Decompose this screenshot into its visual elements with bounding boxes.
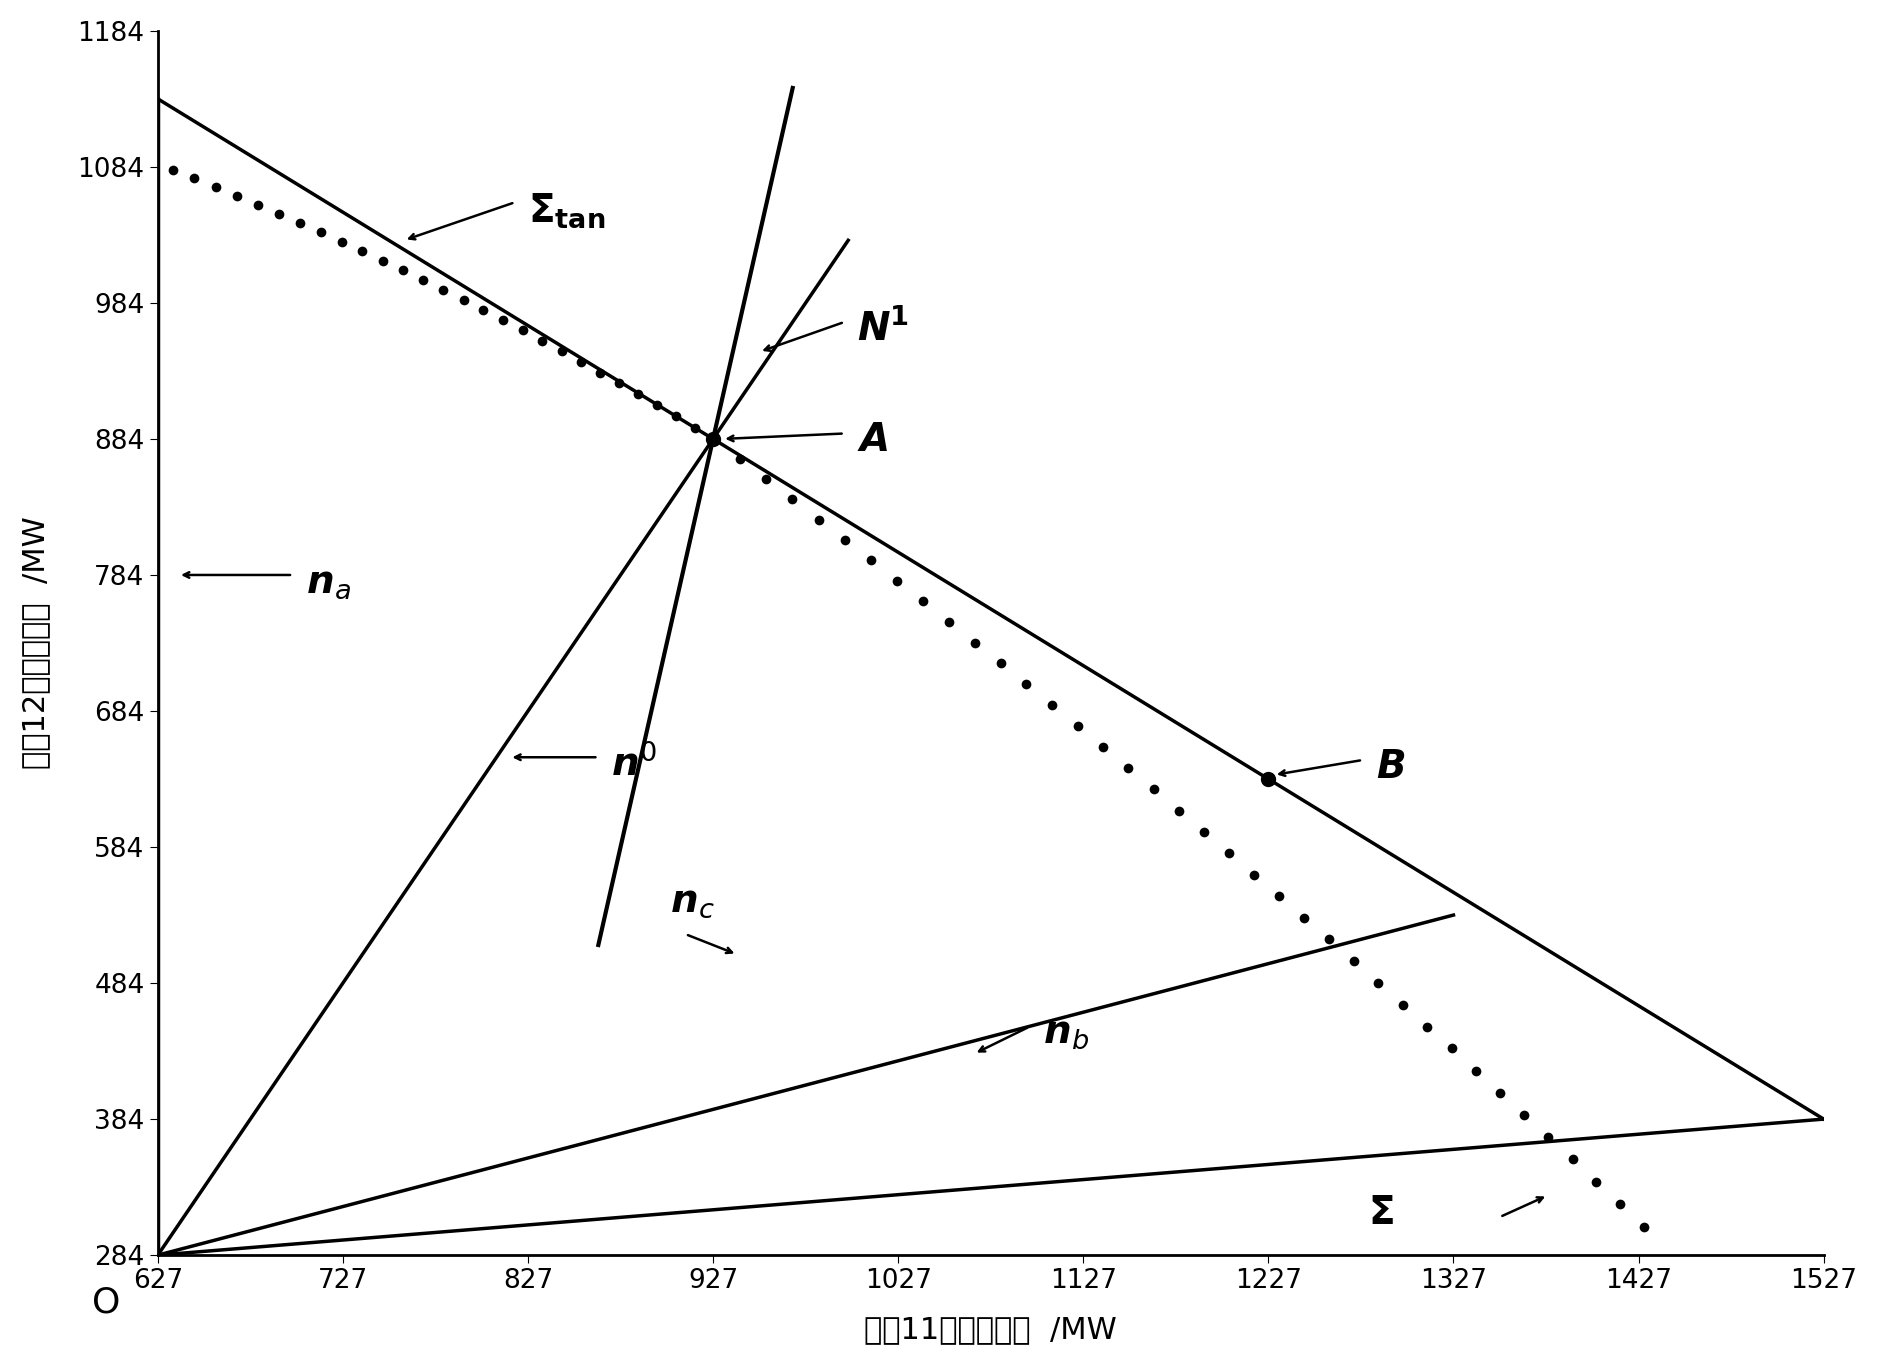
Text: O: O	[92, 1286, 120, 1320]
Text: $\boldsymbol{B}$: $\boldsymbol{B}$	[1377, 748, 1405, 786]
X-axis label: 分区11的分区负荷  /MW: 分区11的分区负荷 /MW	[864, 1314, 1117, 1345]
Text: $\boldsymbol{n}_{b}$: $\boldsymbol{n}_{b}$	[1042, 1013, 1089, 1051]
Text: $\boldsymbol{A}$: $\boldsymbol{A}$	[858, 422, 888, 459]
Text: $\boldsymbol{n}_{a}$: $\boldsymbol{n}_{a}$	[306, 562, 351, 601]
Text: $\boldsymbol{N}^{\mathbf{1}}$: $\boldsymbol{N}^{\mathbf{1}}$	[858, 310, 909, 348]
Y-axis label: 分区12的分区负荷  /MW: 分区12的分区负荷 /MW	[21, 516, 51, 770]
Text: $\mathbf{\Sigma}_{\mathbf{tan}}$: $\mathbf{\Sigma}_{\mathbf{tan}}$	[528, 191, 605, 229]
Text: $\boldsymbol{n}_{c}$: $\boldsymbol{n}_{c}$	[670, 883, 716, 920]
Text: $\mathbf{\Sigma}$: $\mathbf{\Sigma}$	[1369, 1194, 1393, 1233]
Text: $\boldsymbol{n}^{0}$: $\boldsymbol{n}^{0}$	[612, 744, 657, 784]
